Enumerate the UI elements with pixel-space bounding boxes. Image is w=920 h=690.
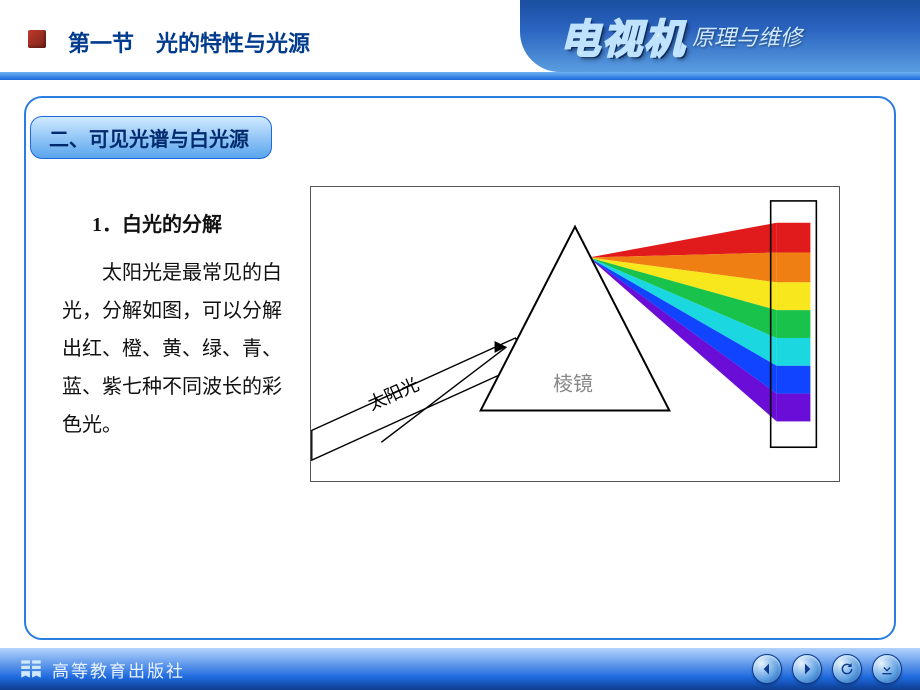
chevron-left-icon (759, 661, 775, 677)
brand-sub: 原理与维修 (692, 20, 802, 52)
svg-text:棱镜: 棱镜 (553, 374, 593, 396)
publisher-text: 高等教育出版社 (52, 657, 185, 682)
top-bar: 第一节 光的特性与光源 电视机 原理与维修 (0, 0, 920, 72)
next-button[interactable] (792, 654, 822, 684)
bottom-bar: 高等教育出版社 (0, 648, 920, 690)
publisher: 高等教育出版社 (18, 656, 185, 682)
top-separator (0, 72, 920, 80)
body-heading: 1．白光的分解 (62, 206, 298, 244)
download-icon (879, 661, 895, 677)
nav-buttons (752, 654, 902, 684)
prev-button[interactable] (752, 654, 782, 684)
body-paragraph: 太阳光是最常见的白光，分解如图，可以分解出红、橙、黄、绿、青、蓝、紫七种不同波长… (62, 254, 298, 444)
brand-main: 电视机 (560, 7, 686, 65)
body-text: 1．白光的分解 太阳光是最常见的白光，分解如图，可以分解出红、橙、黄、绿、青、蓝… (62, 206, 298, 444)
content-frame: 二、可见光谱与白光源 1．白光的分解 太阳光是最常见的白光，分解如图，可以分解出… (24, 96, 896, 640)
prism-svg: 棱镜太阳光 (311, 187, 839, 481)
bullet-icon (28, 30, 46, 48)
download-button[interactable] (872, 654, 902, 684)
reload-button[interactable] (832, 654, 862, 684)
reload-icon (839, 661, 855, 677)
breadcrumb: 第一节 光的特性与光源 (68, 26, 310, 58)
publisher-logo-icon (18, 656, 44, 682)
chevron-right-icon (799, 661, 815, 677)
prism-diagram: 棱镜太阳光 (310, 186, 840, 482)
brand-banner: 电视机 原理与维修 (520, 0, 920, 72)
section-title-pill: 二、可见光谱与白光源 (30, 116, 272, 159)
